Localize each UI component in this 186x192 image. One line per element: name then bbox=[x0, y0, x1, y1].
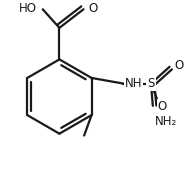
Text: NH: NH bbox=[125, 77, 142, 90]
Text: O: O bbox=[174, 59, 183, 72]
Text: S: S bbox=[147, 77, 155, 90]
Text: NH₂: NH₂ bbox=[155, 115, 177, 128]
Text: O: O bbox=[88, 2, 97, 15]
Text: O: O bbox=[158, 100, 167, 113]
Text: HO: HO bbox=[19, 2, 37, 15]
